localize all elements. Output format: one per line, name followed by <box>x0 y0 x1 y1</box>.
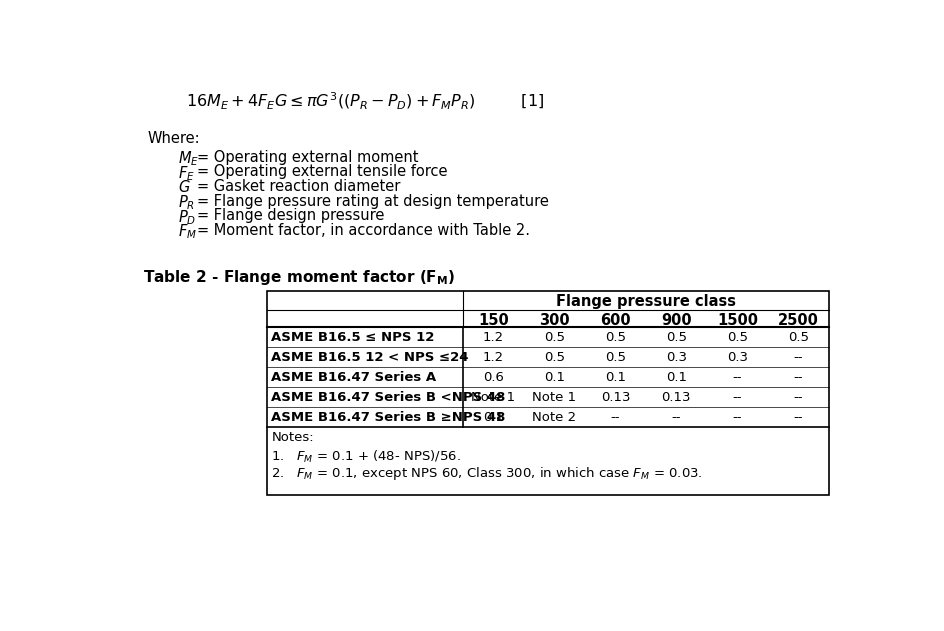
Text: ASME B16.5 ≤ NPS 12: ASME B16.5 ≤ NPS 12 <box>271 331 434 344</box>
Text: ASME B16.47 Series B ≥NPS 48: ASME B16.47 Series B ≥NPS 48 <box>271 411 506 423</box>
Text: 0.3: 0.3 <box>666 351 687 363</box>
Text: ASME B16.5 12 < NPS ≤24: ASME B16.5 12 < NPS ≤24 <box>271 351 469 363</box>
Text: 0.3: 0.3 <box>727 351 748 363</box>
Text: 1500: 1500 <box>716 313 758 328</box>
Text: --: -- <box>733 411 742 423</box>
Text: --: -- <box>733 370 742 384</box>
Text: 0.5: 0.5 <box>666 331 687 344</box>
Text: ASME B16.47 Series A: ASME B16.47 Series A <box>271 370 436 384</box>
Text: = Flange design pressure: = Flange design pressure <box>197 208 385 223</box>
Text: Where:: Where: <box>147 131 200 146</box>
Text: Notes:: Notes: <box>271 432 314 444</box>
Bar <box>266 292 829 495</box>
Text: = Gasket reaction diameter: = Gasket reaction diameter <box>197 179 401 194</box>
Text: 0.13: 0.13 <box>662 391 691 404</box>
Text: 0.5: 0.5 <box>544 331 565 344</box>
Text: 1.   $F_M$ = 0.1 + (48- NPS)/56.: 1. $F_M$ = 0.1 + (48- NPS)/56. <box>271 449 462 464</box>
Text: 1.2: 1.2 <box>483 331 504 344</box>
Text: 0.1: 0.1 <box>544 370 565 384</box>
Text: ASME B16.47 Series B <NPS 48: ASME B16.47 Series B <NPS 48 <box>271 391 506 404</box>
Text: Flange pressure class: Flange pressure class <box>556 295 736 309</box>
Text: 0.5: 0.5 <box>605 351 626 363</box>
Text: --: -- <box>671 411 682 423</box>
Text: --: -- <box>794 351 803 363</box>
Text: 0.6: 0.6 <box>483 370 504 384</box>
Text: 0.1: 0.1 <box>605 370 626 384</box>
Text: Table 2 - Flange moment factor ($\mathbf{F_M}$): Table 2 - Flange moment factor ($\mathbf… <box>143 268 456 287</box>
Text: Note 1: Note 1 <box>532 391 577 404</box>
Text: 0.1: 0.1 <box>666 370 687 384</box>
Text: --: -- <box>733 391 742 404</box>
Text: Note 1: Note 1 <box>471 391 515 404</box>
Text: 900: 900 <box>661 313 692 328</box>
Text: 2500: 2500 <box>778 313 818 328</box>
Text: 0.5: 0.5 <box>605 331 626 344</box>
Text: 2.   $F_M$ = 0.1, except NPS 60, Class 300, in which case $F_M$ = 0.03.: 2. $F_M$ = 0.1, except NPS 60, Class 300… <box>271 465 703 482</box>
Text: $P_D$: $P_D$ <box>178 208 196 227</box>
Text: = Flange pressure rating at design temperature: = Flange pressure rating at design tempe… <box>197 194 549 208</box>
Text: $F_M$: $F_M$ <box>178 223 197 242</box>
Text: $F_E$: $F_E$ <box>178 164 195 183</box>
Text: 300: 300 <box>539 313 570 328</box>
Text: Note 2: Note 2 <box>532 411 577 423</box>
Text: 0.5: 0.5 <box>727 331 748 344</box>
Text: 150: 150 <box>478 313 509 328</box>
Text: 0.13: 0.13 <box>600 391 631 404</box>
Text: --: -- <box>794 411 803 423</box>
Text: --: -- <box>611 411 620 423</box>
Text: 0.5: 0.5 <box>788 331 809 344</box>
Text: = Moment factor, in accordance with Table 2.: = Moment factor, in accordance with Tabl… <box>197 223 531 238</box>
Text: 1.2: 1.2 <box>483 351 504 363</box>
Text: $P_R$: $P_R$ <box>178 194 195 212</box>
Text: 600: 600 <box>600 313 631 328</box>
Text: 0.1: 0.1 <box>483 411 504 423</box>
Text: $16M_E + 4F_EG \leq \pi G^3\left((P_R - P_D) + F_MP_R\right)$         $[1]$: $16M_E + 4F_EG \leq \pi G^3\left((P_R - … <box>186 91 544 112</box>
Text: --: -- <box>794 370 803 384</box>
Text: $G$: $G$ <box>178 179 191 195</box>
Text: = Operating external moment: = Operating external moment <box>197 150 419 165</box>
Text: = Operating external tensile force: = Operating external tensile force <box>197 164 447 179</box>
Text: 0.5: 0.5 <box>544 351 565 363</box>
Text: $M_E$: $M_E$ <box>178 150 199 168</box>
Text: --: -- <box>794 391 803 404</box>
